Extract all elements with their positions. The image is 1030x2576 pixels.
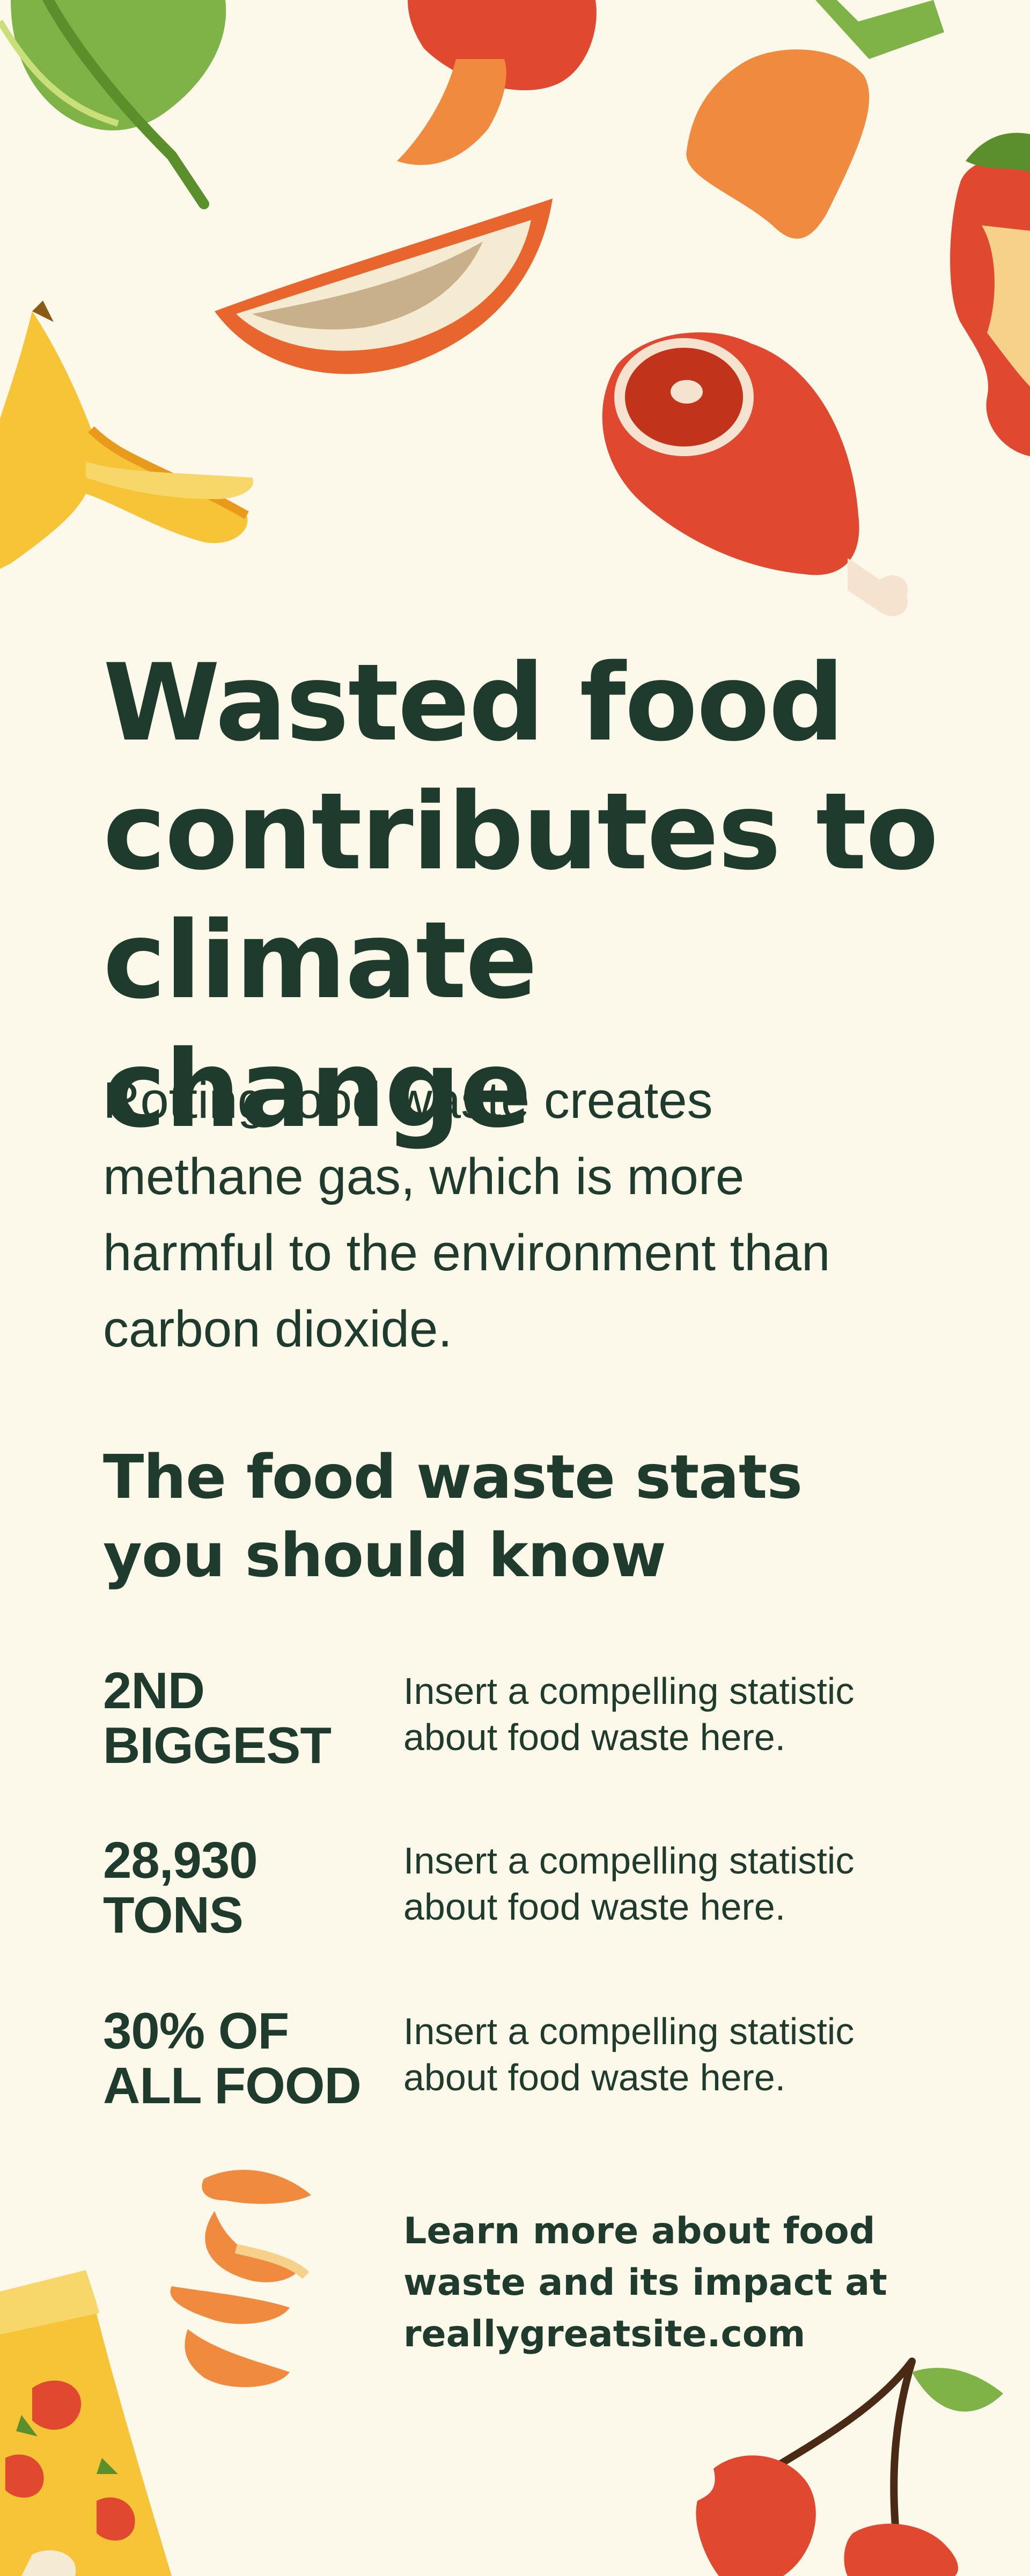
mushroom-icon <box>397 0 597 165</box>
stat-value: 30% OF ALL FOOD <box>103 2002 362 2114</box>
carrot-icon <box>686 0 944 239</box>
ham-leg-icon <box>602 332 908 617</box>
stats-heading: The food waste stats you should know <box>103 1443 803 1591</box>
orange-peel-icon <box>170 2170 311 2388</box>
pizza-slice-icon <box>0 2270 172 2576</box>
stat-description: Insert a compelling statistic about food… <box>403 1840 855 1928</box>
stat-value: 2ND BIGGEST <box>103 1662 332 1774</box>
page-title: Wasted food contributes to climate chang… <box>103 641 939 1151</box>
lettuce-leaf-icon <box>0 0 226 209</box>
apple-core-icon <box>950 133 1030 457</box>
intro-paragraph: Rotting food waste creates methane gas, … <box>103 1072 830 1358</box>
stat-value: 28,930 TONS <box>103 1832 258 1944</box>
coconut-slice-icon <box>215 199 553 374</box>
stat-description: Insert a compelling statistic about food… <box>403 1670 855 1758</box>
learn-more-text: Learn more about food waste and its impa… <box>403 2210 887 2355</box>
stat-description: Insert a compelling statistic about food… <box>403 2010 855 2098</box>
cherries-icon <box>696 2358 1003 2576</box>
banana-peel-icon <box>0 301 253 569</box>
